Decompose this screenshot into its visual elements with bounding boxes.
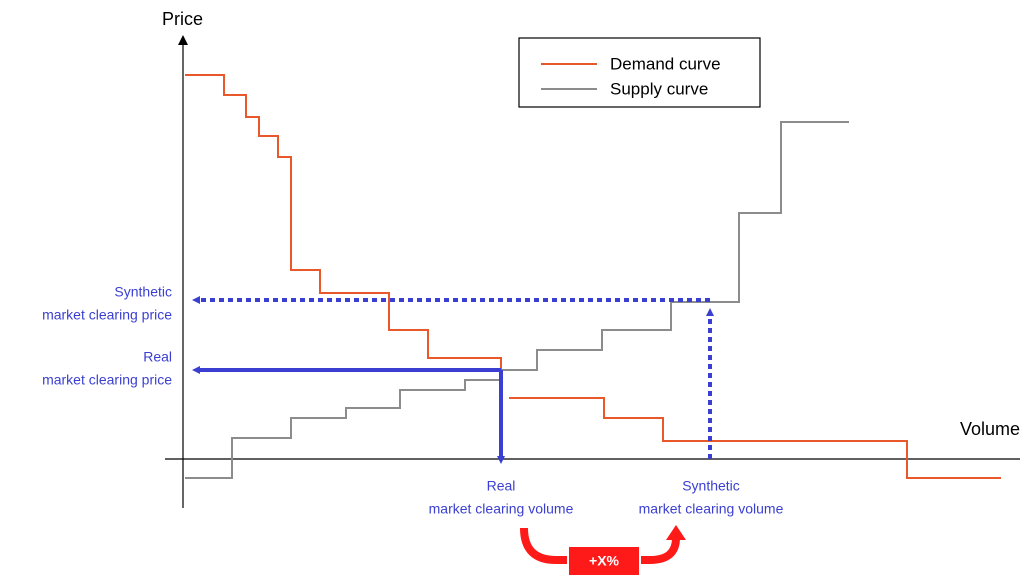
legend-box [518, 37, 761, 108]
legend-label: Supply curve [610, 79, 708, 98]
annotation: market clearing volume [429, 501, 574, 517]
y-axis-label: Price [162, 9, 203, 29]
increase-box [567, 545, 641, 577]
annotation: Synthetic [682, 478, 740, 494]
x-axis-label: Volume [960, 419, 1020, 439]
arrow-head [666, 525, 686, 540]
annotation: market clearing volume [639, 501, 784, 517]
increase-label: +X% [589, 553, 620, 569]
demand-curve [509, 397, 1001, 479]
annotation: Synthetic [114, 284, 172, 300]
demand-curve [185, 74, 502, 372]
annotation: Real [143, 349, 172, 365]
legend-label: Demand curve [610, 54, 721, 73]
annotation: market clearing price [42, 372, 172, 388]
annotation: market clearing price [42, 307, 172, 323]
annotation: Real [487, 478, 516, 494]
